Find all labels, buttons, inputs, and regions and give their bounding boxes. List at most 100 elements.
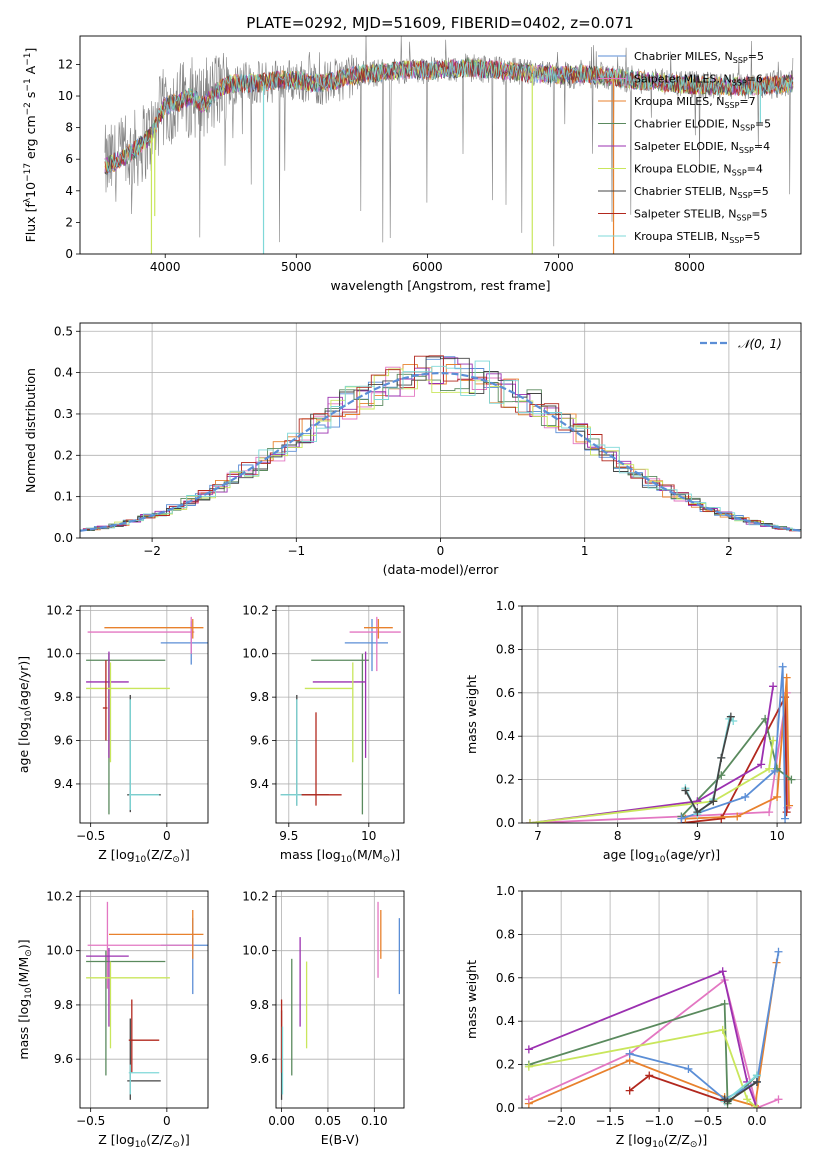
plot-area [80, 606, 208, 823]
y-tick-label: 0.0 [54, 531, 73, 545]
weight-series [525, 682, 778, 823]
data-point [102, 660, 108, 741]
weight-series [720, 1077, 761, 1106]
x-axis-label: (data-model)/error [383, 562, 500, 577]
weight-line [529, 692, 789, 823]
data-point [280, 694, 329, 806]
y-tick-label: 10.2 [46, 889, 73, 903]
weight-marker [718, 1025, 727, 1034]
x-tick-label: 0.10 [361, 1114, 388, 1128]
weight-series [524, 1025, 761, 1108]
x-tick-label: 2 [725, 544, 733, 558]
y-tick-label: 9.6 [250, 734, 269, 748]
panel-age_vs_mass: 9.5 10 9.4 9.6 9.8 10.0 10.2 mass [log10(M/M⊙)] [242, 603, 405, 865]
legend-entry: Salpeter ELODIE, NSSP=4 [634, 140, 770, 155]
x-axis-label: Z [log10(Z/Z⊙)] [98, 847, 189, 865]
weight-line [681, 696, 788, 823]
x-axis-label: wavelength [Angstrom, rest frame] [330, 278, 550, 293]
x-tick-label: 5000 [281, 260, 312, 274]
y-tick-label: 10.0 [46, 944, 73, 958]
axes-frame [275, 890, 405, 1109]
data-point [86, 651, 129, 758]
y-tick-label: 9.6 [250, 1052, 269, 1066]
y-tick-label: 6 [65, 152, 73, 166]
y-tick-label: 0.5 [54, 324, 73, 338]
y-tick-label: 0.4 [496, 1014, 515, 1028]
y-tick-label: 12 [58, 57, 73, 71]
legend-entry: Salpeter STELIB, NSSP=5 [634, 208, 768, 223]
weight-marker [785, 801, 794, 810]
weight-marker [723, 1097, 732, 1106]
weight-marker [525, 819, 534, 823]
weight-marker [720, 999, 729, 1008]
x-tick-label: −1 [287, 544, 305, 558]
x-axis-label: age [log10(age/yr)] [603, 847, 720, 865]
weight-marker [782, 673, 791, 682]
y-tick-label: 9.8 [250, 690, 269, 704]
weight-marker [770, 766, 779, 775]
axes-frame [275, 605, 405, 824]
data-point [128, 1064, 160, 1095]
weight-marker [774, 947, 783, 956]
weight-series [524, 999, 761, 1108]
weight-marker [765, 808, 774, 817]
weight-marker [524, 1045, 533, 1054]
y-tick-label: 0.2 [496, 1058, 515, 1072]
x-tick-label: 0 [163, 829, 171, 843]
x-tick-label: −0.5 [76, 1114, 105, 1128]
x-tick-label: 7 [534, 829, 542, 843]
y-tick-label: 9.6 [54, 1052, 73, 1066]
y-tick-label: 8 [65, 121, 73, 135]
y-tick-label: 9.4 [250, 777, 269, 791]
data-point [104, 619, 204, 639]
y-tick-label: 0.6 [496, 971, 515, 985]
plot-area [80, 891, 208, 1108]
weight-marker [718, 967, 727, 976]
weight-marker [681, 786, 690, 795]
weight-marker [781, 814, 790, 823]
y-tick-label: 4 [65, 184, 73, 198]
y-tick-label: 0.4 [54, 366, 73, 380]
weight-marker [743, 1095, 752, 1104]
weight-marker [717, 753, 726, 762]
axes-frame [79, 605, 209, 824]
y-tick-label: 10.0 [242, 647, 269, 661]
y-axis-label: age [log10(age/yr)] [16, 656, 34, 773]
y-tick-label: 1.0 [496, 884, 515, 898]
data-point [128, 699, 160, 810]
x-tick-label: 0.00 [268, 1114, 295, 1128]
x-tick-label: −1.0 [644, 1114, 673, 1128]
weight-marker [752, 1104, 761, 1108]
weight-marker [524, 1062, 533, 1071]
legend-entry: Salpeter MILES, NSSP=6 [634, 73, 763, 88]
data-point [87, 901, 195, 989]
data-point [108, 909, 204, 959]
x-tick-label: −0.5 [76, 829, 105, 843]
data-point [128, 999, 160, 1073]
y-tick-label: 10.2 [242, 603, 269, 617]
weight-marker [773, 792, 782, 801]
weight-line [684, 717, 734, 816]
y-tick-label: 0.8 [496, 927, 515, 941]
data-point [304, 662, 354, 763]
weight-line [529, 686, 774, 823]
data-point [312, 651, 367, 758]
data-point [160, 918, 208, 995]
histogram-step [80, 356, 801, 531]
x-tick-label: −1.5 [596, 1114, 625, 1128]
chart-title: PLATE=0292, MJD=51609, FIBERID=0402, z=0… [246, 14, 633, 32]
axes-frame [79, 322, 802, 539]
y-tick-label: 10.2 [46, 603, 73, 617]
weight-marker [741, 792, 750, 801]
plot-area [276, 891, 404, 1108]
weight-marker [774, 1095, 783, 1104]
legend-entry: Chabrier STELIB, NSSP=5 [634, 185, 769, 200]
x-axis-label: E(B-V) [321, 1132, 360, 1147]
x-axis-label: Z [log10(Z/Z⊙)] [98, 1132, 189, 1150]
legend-entry: Chabrier ELODIE, NSSP=5 [634, 118, 771, 133]
data-point [349, 616, 401, 672]
histogram-step [82, 355, 801, 532]
y-tick-label: 0.2 [496, 773, 515, 787]
data-point [364, 619, 393, 639]
